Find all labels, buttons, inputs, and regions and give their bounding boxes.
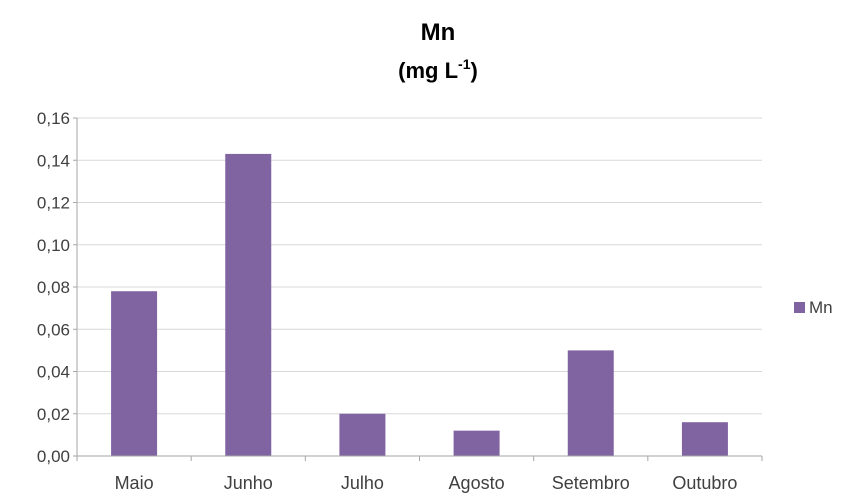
chart-title: Mn [421, 19, 456, 46]
y-tick-label: 0,16 [37, 109, 70, 128]
x-tick-label: Agosto [449, 473, 505, 493]
subtitle-main: (mg L [398, 58, 458, 83]
x-tick-label: Maio [115, 473, 154, 493]
legend-label: Mn [809, 298, 833, 317]
y-tick-label: 0,10 [37, 236, 70, 255]
y-tick-label: 0,14 [37, 151, 70, 170]
y-tick-label: 0,08 [37, 278, 70, 297]
y-tick-label: 0,00 [37, 447, 70, 466]
legend: Mn [794, 298, 833, 317]
bar-julho [339, 413, 386, 456]
bar-agosto [453, 430, 500, 456]
x-tick-label: Setembro [552, 473, 630, 493]
x-tick-label: Julho [341, 473, 384, 493]
legend-swatch [794, 302, 805, 313]
y-tick-label: 0,06 [37, 320, 70, 339]
bar-junho [225, 153, 272, 456]
y-axis-ticks: 0,00 0,02 0,04 0,06 0,08 0,10 0,12 0,14 0,16 [37, 109, 70, 466]
subtitle-end: ) [471, 58, 478, 83]
bar-maio [111, 291, 158, 456]
y-tick-label: 0,12 [37, 194, 70, 213]
subtitle-superscript: -1 [458, 56, 471, 72]
x-tick-label: Outubro [672, 473, 737, 493]
chart-subtitle: (mg L-1) [398, 56, 478, 83]
x-axis [73, 117, 763, 461]
y-tick-label: 0,02 [37, 405, 70, 424]
gridlines [77, 117, 762, 415]
x-tick-label: Junho [224, 473, 273, 493]
bars [111, 153, 728, 456]
x-axis-labels: Maio Junho Julho Agosto Setembro Outubro [115, 473, 738, 493]
bar-outubro [681, 422, 728, 456]
bar-setembro [567, 350, 614, 456]
y-tick-label: 0,04 [37, 363, 70, 382]
